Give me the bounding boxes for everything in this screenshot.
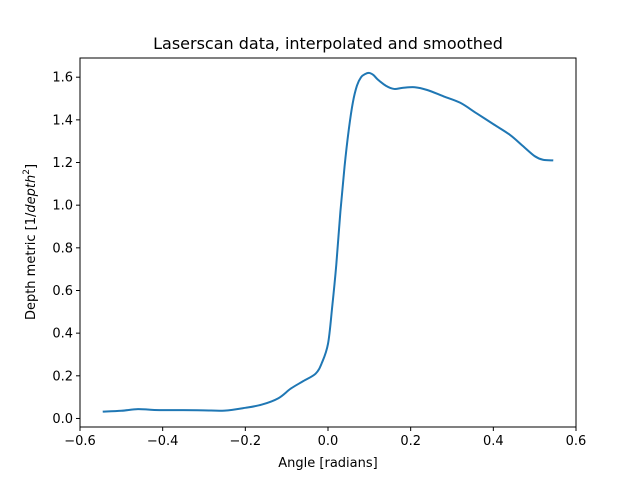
y-tick-label: 0.2 [52,369,73,384]
x-axis-label: Angle [radians] [278,456,377,471]
y-tick-label: 1.6 [52,71,73,86]
y-tick-label: 0.6 [52,284,73,299]
y-tick-label: 1.4 [52,113,73,128]
y-axis-ticks: 0.0 0.2 0.4 0.6 0.8 1.0 1.2 1.4 1.6 [52,71,80,427]
y-tick-label: 0.8 [52,241,73,256]
series-line-path [102,71,554,413]
y-tick-label: 0.0 [52,412,73,427]
y-tick-label: 1.2 [52,156,73,171]
x-tick-label: 0.0 [318,434,339,449]
y-axis-label-prefix: Depth metric [1/ [24,212,39,320]
y-axis-label: Depth metric [1/depth2] [22,164,39,320]
x-axis-ticks: −0.6 −0.4 −0.2 0.0 0.2 0.4 0.6 [64,427,586,449]
x-tick-label: 0.4 [483,434,504,449]
x-tick-label: 0.2 [400,434,421,449]
x-tick-label: 0.6 [566,434,587,449]
y-axis-label-suffix: ] [24,164,39,169]
plot-area-frame [79,57,577,428]
y-axis-label-exponent: 2 [22,169,32,175]
chart-title: Laserscan data, interpolated and smoothe… [153,34,503,53]
y-tick-label: 0.4 [52,327,73,342]
data-series-line [102,71,554,413]
x-tick-label: −0.4 [147,434,179,449]
x-tick-label: −0.2 [230,434,262,449]
y-tick-label: 1.0 [52,199,73,214]
y-axis-label-italic: depth [24,175,39,213]
x-tick-label: −0.6 [64,434,96,449]
